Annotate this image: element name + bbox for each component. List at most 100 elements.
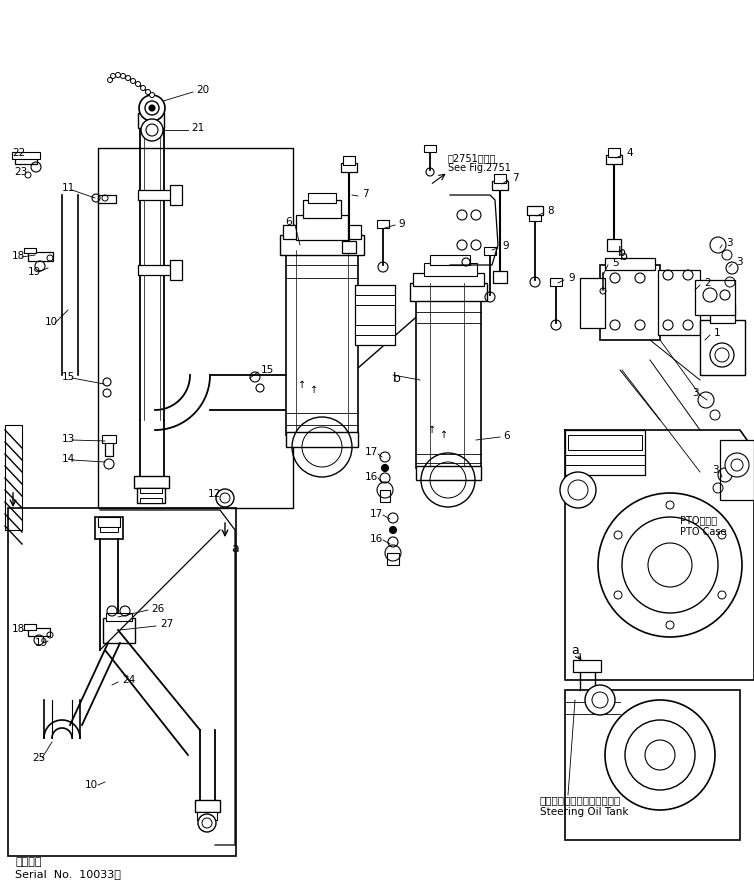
Bar: [286, 432, 358, 447]
Bar: [424, 263, 477, 276]
Bar: [98, 195, 116, 203]
Bar: [197, 812, 217, 820]
Text: 10: 10: [85, 780, 98, 790]
Circle shape: [390, 526, 397, 533]
Bar: [170, 185, 182, 205]
Bar: [424, 145, 436, 152]
Bar: [140, 488, 162, 493]
Bar: [606, 155, 622, 164]
Bar: [5, 425, 22, 530]
Bar: [565, 430, 645, 475]
Text: 適用号機: 適用号機: [15, 857, 41, 867]
Bar: [12, 152, 40, 159]
Bar: [98, 148, 293, 508]
Bar: [342, 241, 356, 253]
Bar: [720, 440, 754, 500]
Bar: [607, 239, 621, 251]
Text: 26: 26: [151, 604, 164, 614]
Text: 3: 3: [692, 388, 699, 398]
Bar: [710, 305, 735, 323]
Text: 25: 25: [32, 753, 45, 763]
Bar: [296, 215, 348, 240]
Circle shape: [622, 517, 718, 613]
Text: ↑: ↑: [428, 425, 436, 435]
Text: 24: 24: [122, 675, 135, 685]
Circle shape: [141, 119, 163, 141]
Bar: [137, 488, 165, 503]
Bar: [493, 271, 507, 283]
Text: Steering Oil Tank: Steering Oil Tank: [540, 807, 629, 817]
Circle shape: [645, 740, 675, 770]
Bar: [416, 298, 481, 468]
Circle shape: [220, 493, 230, 503]
Text: 11: 11: [62, 183, 75, 193]
Bar: [580, 278, 605, 328]
Circle shape: [115, 72, 121, 78]
Circle shape: [560, 472, 596, 508]
Text: a: a: [231, 541, 239, 555]
Text: ↑: ↑: [298, 380, 306, 390]
Text: 14: 14: [62, 454, 75, 464]
Text: b: b: [618, 245, 626, 259]
Text: 15: 15: [261, 365, 274, 375]
Text: 5: 5: [612, 258, 618, 268]
Bar: [195, 800, 220, 812]
Text: b: b: [620, 251, 628, 263]
Circle shape: [648, 543, 692, 587]
Bar: [100, 527, 118, 532]
Bar: [568, 435, 642, 450]
Bar: [28, 628, 50, 636]
Text: ↑: ↑: [440, 430, 448, 440]
Bar: [565, 690, 740, 840]
Bar: [380, 490, 390, 502]
Bar: [492, 181, 508, 190]
Bar: [355, 325, 395, 335]
Bar: [377, 220, 389, 228]
Circle shape: [731, 459, 743, 471]
Text: 21: 21: [191, 123, 204, 133]
Circle shape: [202, 818, 212, 828]
Text: 10: 10: [45, 317, 58, 327]
Bar: [343, 156, 355, 165]
Bar: [280, 235, 364, 255]
Bar: [170, 260, 182, 280]
Text: 20: 20: [196, 85, 209, 95]
Circle shape: [216, 489, 234, 507]
Text: 8: 8: [547, 206, 553, 216]
Bar: [138, 190, 173, 200]
Text: 18: 18: [12, 251, 25, 261]
Bar: [105, 438, 113, 456]
Text: 17: 17: [370, 509, 383, 519]
Bar: [416, 466, 481, 480]
Circle shape: [130, 78, 136, 84]
Bar: [484, 247, 496, 255]
Bar: [413, 273, 484, 286]
Circle shape: [111, 73, 115, 78]
Bar: [355, 295, 395, 305]
Text: See Fig.2751: See Fig.2751: [448, 163, 511, 173]
Bar: [98, 517, 120, 527]
Text: 1: 1: [714, 328, 721, 338]
Circle shape: [568, 480, 588, 500]
Circle shape: [140, 86, 146, 90]
Text: 16: 16: [370, 534, 383, 544]
Text: 17: 17: [365, 447, 379, 457]
Text: 22: 22: [12, 148, 25, 158]
Text: 3: 3: [726, 238, 733, 248]
Bar: [529, 213, 541, 221]
Bar: [140, 498, 162, 503]
Text: 9: 9: [398, 219, 405, 229]
Circle shape: [146, 124, 158, 136]
Bar: [700, 320, 745, 375]
Text: 2: 2: [704, 278, 710, 288]
Bar: [102, 435, 116, 443]
Bar: [8, 508, 236, 856]
Text: 6: 6: [503, 431, 510, 441]
Text: 3: 3: [712, 465, 719, 475]
Text: 12: 12: [208, 489, 221, 499]
Bar: [387, 553, 399, 565]
Bar: [658, 270, 700, 335]
Text: 9: 9: [502, 241, 509, 251]
Bar: [283, 225, 361, 239]
Circle shape: [605, 700, 715, 810]
